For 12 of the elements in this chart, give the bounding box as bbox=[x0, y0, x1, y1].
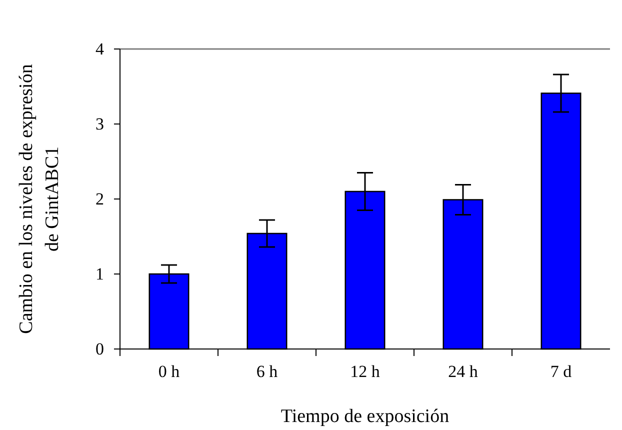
y-tick-label: 0 bbox=[96, 339, 104, 358]
x-axis-title: Tiempo de exposición bbox=[280, 406, 450, 427]
x-tick-label: 12 h bbox=[350, 362, 380, 381]
y-tick-label: 4 bbox=[96, 39, 104, 58]
x-tick-label: 24 h bbox=[448, 362, 478, 381]
x-tick-label: 0 h bbox=[158, 362, 180, 381]
y-tick-label: 2 bbox=[96, 189, 104, 208]
x-tick-label: 6 h bbox=[256, 362, 278, 381]
y-tick-label: 3 bbox=[96, 114, 104, 134]
y-tick-label: 1 bbox=[96, 264, 104, 284]
x-tick-label: 7 d bbox=[550, 362, 572, 381]
y-axis-title: Cambio en los niveles de expresión de GintABC1 bbox=[16, 64, 63, 334]
